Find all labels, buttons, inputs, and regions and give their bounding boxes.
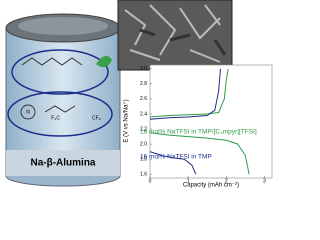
graphical-abstract: F₃C CF₃ N Na-β-Alumina Capacity (mAh cm⁻…: [5, 0, 273, 189]
y-tick-label: 1.8: [140, 156, 147, 162]
legend-label: 16 mol% NaTFSI in TMP/[C₄mpyr][TFSI]: [140, 129, 257, 136]
x-tick-label: 1: [187, 178, 190, 184]
y-axis-label: E (V vs Na/Na⁺): [123, 99, 130, 142]
y-tick-label: 2.6: [140, 96, 147, 102]
sem-image: [117, 0, 233, 71]
y-tick-label: 2.2: [140, 126, 147, 132]
battery-label: Na-β-Alumina: [31, 158, 96, 169]
series-line: [149, 68, 221, 175]
y-tick-label: 2.4: [140, 111, 147, 117]
x-axis-label: Capacity (mAh cm⁻²): [183, 183, 239, 189]
x-tick-label: 0: [149, 178, 152, 184]
y-tick-label: 2.0: [140, 141, 147, 147]
y-tick-label: 1.6: [140, 172, 147, 178]
molecule-label: N: [26, 109, 30, 115]
molecule-label: F₃C: [51, 115, 60, 121]
molecule-label: CF₃: [92, 115, 101, 121]
series-line: [149, 68, 250, 175]
legend-label: 16 mol% NaTFSI in TMP: [140, 154, 212, 161]
battery: F₃C CF₃ N Na-β-Alumina: [5, 13, 121, 187]
y-tick-label: 2.8: [140, 81, 147, 87]
x-tick-label: 2: [225, 178, 228, 184]
x-tick-label: 3: [263, 178, 266, 184]
plot-area: [149, 64, 273, 179]
y-tick-label: 3.0: [140, 66, 147, 72]
